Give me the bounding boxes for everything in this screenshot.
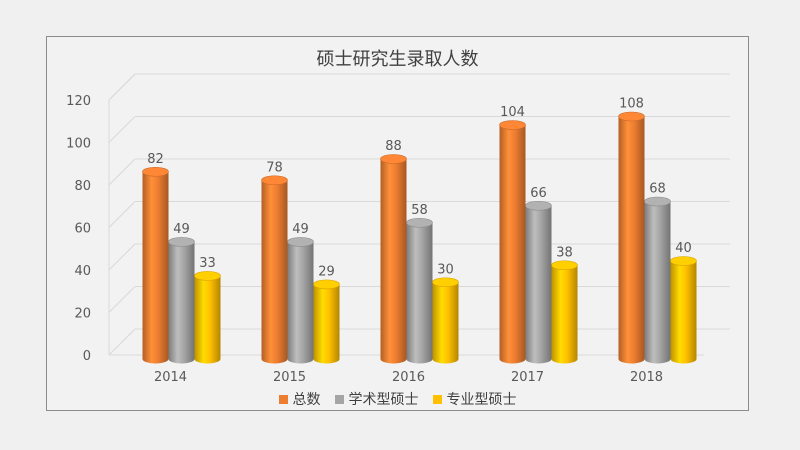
legend-swatch-academic <box>334 394 344 404</box>
bar-body <box>644 201 671 359</box>
bar-top-cap <box>261 175 288 186</box>
y-tick-label: 120 <box>66 94 91 109</box>
y-tick-label: 80 <box>74 179 91 194</box>
bar-body <box>168 241 195 359</box>
x-tick-label: 2018 <box>630 370 663 385</box>
bar-body <box>618 116 645 359</box>
data-label: 78 <box>266 160 283 175</box>
bar-base <box>644 354 671 364</box>
bar-base <box>499 354 526 364</box>
x-tick-label: 2016 <box>392 370 425 385</box>
data-label: 29 <box>318 264 335 279</box>
legend-label-total: 总数 <box>292 392 321 408</box>
bar-body <box>261 180 288 359</box>
data-label: 40 <box>675 241 692 256</box>
legend-label-professional: 专业型硕士 <box>446 392 517 408</box>
data-label: 82 <box>147 152 164 167</box>
chart-plot-area: 0 20 40 60 80 100 120 82 49 33 2014 78 49 29 2015 88 58 3… <box>66 73 730 385</box>
bar-top-cap <box>551 260 578 271</box>
bar-top-cap <box>168 237 195 247</box>
bar-top-cap <box>194 271 221 281</box>
bar-top-cap <box>432 277 459 288</box>
data-label: 49 <box>292 222 309 237</box>
bar-base <box>551 354 578 364</box>
gridline-side <box>108 158 136 186</box>
bar-top-cap <box>406 217 433 228</box>
bar-body <box>194 275 221 359</box>
legend-label-academic: 学术型硕士 <box>348 392 419 408</box>
y-tick-label: 20 <box>74 307 91 322</box>
y-tick-label: 100 <box>66 137 91 152</box>
x-tick-label: 2014 <box>154 370 187 385</box>
bar-body <box>406 222 433 359</box>
data-label: 68 <box>649 182 666 197</box>
bar-top-cap <box>618 111 645 122</box>
y-tick-label: 60 <box>74 222 91 237</box>
bar-base <box>168 354 195 364</box>
legend-swatch-total <box>278 394 288 404</box>
bar-base <box>618 354 645 364</box>
gridline-side <box>108 286 136 313</box>
bar-base <box>380 354 407 364</box>
chart-frame: 硕士研究生录取人数 0 20 40 60 80 100 120 82 49 33 2014 78 49 2… <box>46 36 749 411</box>
bar-body <box>551 265 578 359</box>
bar-base <box>525 354 552 364</box>
bar-top-cap <box>287 237 314 247</box>
bar-top-cap <box>313 279 340 290</box>
bar-body <box>313 284 340 359</box>
data-label: 88 <box>385 139 402 154</box>
gridline-side <box>108 116 136 143</box>
bar-top-cap <box>380 154 407 164</box>
x-tick-label: 2017 <box>511 370 544 385</box>
data-label: 33 <box>199 256 216 271</box>
bar-top-cap <box>499 120 526 130</box>
gridline-side <box>108 328 136 356</box>
bar-body <box>380 159 407 359</box>
data-label: 30 <box>437 262 454 277</box>
bar-base <box>287 354 314 364</box>
chart-legend: 总数 学术型硕士 专业型硕士 <box>47 389 748 409</box>
bar-body <box>670 261 697 359</box>
data-label: 104 <box>500 105 525 120</box>
data-label: 38 <box>556 245 573 260</box>
bar-body <box>499 125 526 359</box>
y-tick-label: 40 <box>74 264 91 279</box>
data-label: 58 <box>411 203 428 218</box>
bar-top-cap <box>670 256 697 266</box>
wall-left-top <box>108 73 136 101</box>
legend-item-professional: 专业型硕士 <box>432 389 517 409</box>
data-label: 49 <box>173 222 190 237</box>
bar-base <box>142 354 169 364</box>
bar-base <box>670 354 697 364</box>
bar-base <box>194 354 221 364</box>
legend-item-total: 总数 <box>278 389 321 409</box>
data-label: 66 <box>530 186 547 201</box>
data-label: 108 <box>619 97 644 112</box>
bar-body <box>525 205 552 359</box>
bar-top-cap <box>142 166 169 177</box>
x-tick-label: 2015 <box>273 370 306 385</box>
bar-body <box>287 241 314 359</box>
legend-swatch-professional <box>432 394 442 404</box>
chart-title: 硕士研究生录取人数 <box>316 49 479 70</box>
bar-top-cap <box>525 200 552 211</box>
legend-item-academic: 学术型硕士 <box>334 389 419 409</box>
bar-top-cap <box>644 196 671 207</box>
bar-body <box>142 171 169 359</box>
bar-base <box>406 354 433 364</box>
y-tick-label: 0 <box>83 349 91 364</box>
bar-body <box>432 282 459 359</box>
bar-base <box>261 354 288 364</box>
gridline-side <box>108 243 136 271</box>
bar-base <box>432 354 459 364</box>
gridline-side <box>108 201 136 228</box>
bar-base <box>313 354 340 364</box>
